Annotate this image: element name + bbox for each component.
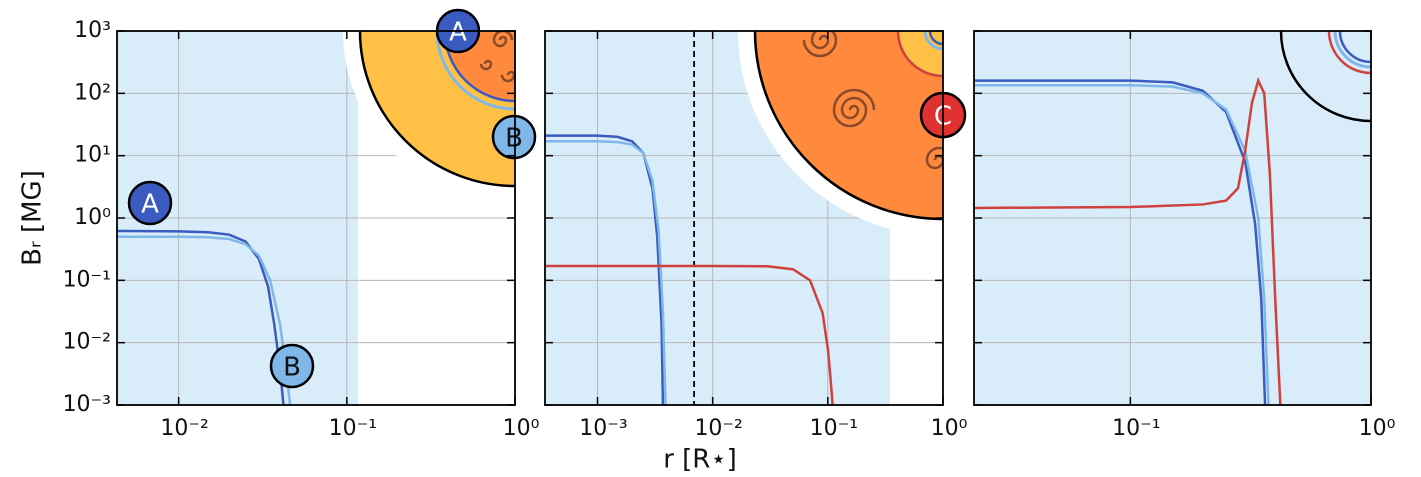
x-tick-label: 10⁰: [503, 416, 540, 441]
axes: 10⁻² 10⁻¹ 10⁰ 10⁻³ 10⁻² 10⁻¹ 10⁰ 10¹ 10² 10³ 10⁻³ 1…: [63, 18, 1396, 441]
x-tick-label: 10⁻¹: [1112, 416, 1160, 441]
curves: [117, 31, 1282, 405]
plot-frame: [544, 30, 944, 406]
x-tick-label: 10⁻²: [694, 416, 742, 441]
y-tick-label: 10⁻²: [63, 330, 111, 355]
x-tick-label: 10⁻³: [579, 416, 627, 441]
x-tick-label: 10⁻²: [160, 416, 208, 441]
badge-text: A: [141, 190, 159, 220]
y-axis-label: Bᵣ [MG]: [18, 170, 48, 266]
x-tick-label: 10⁻¹: [329, 416, 377, 441]
series-line: [974, 77, 1282, 405]
x-tick-label: 10⁰: [1359, 416, 1396, 441]
y-tick-label: 10⁻¹: [63, 267, 111, 292]
x-axis-label: r [R⋆]: [663, 445, 737, 475]
y-tick-label: 10²: [74, 80, 111, 105]
badge-text: B: [283, 353, 301, 383]
series-line: [974, 83, 1270, 405]
plot-frame: [116, 30, 516, 406]
star-illustration: [1279, 31, 1371, 123]
y-tick-label: 10¹: [74, 143, 111, 168]
y-tick-label: 10³: [74, 18, 111, 43]
badge-text: B: [505, 124, 523, 154]
series-line: [545, 140, 667, 405]
badge-text: A: [449, 18, 467, 48]
badge: A B A B C: [127, 8, 967, 389]
plot-frame: [973, 30, 1372, 406]
series-line: [545, 264, 834, 405]
y-tick-label: 10⁻³: [63, 392, 111, 417]
series-line: [117, 235, 292, 405]
x-tick-label: 10⁻¹: [810, 416, 858, 441]
y-tick-label: 10⁰: [74, 205, 111, 230]
x-tick-label: 10⁰: [931, 416, 968, 441]
star-illustration: [738, 31, 943, 236]
